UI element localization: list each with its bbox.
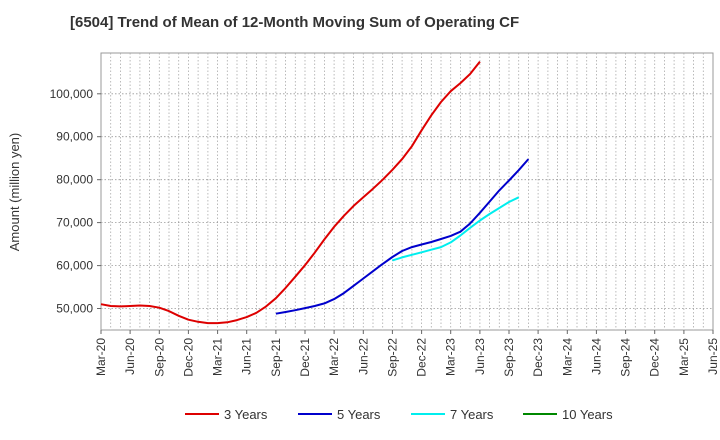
y-tick-label: 60,000	[56, 259, 93, 273]
x-tick-label: Sep-24	[619, 338, 633, 377]
y-tick-label: 100,000	[50, 87, 94, 101]
legend-label-3-years: 3 Years	[224, 407, 268, 422]
x-tick-label: Jun-25	[706, 338, 720, 375]
grid-lines	[101, 53, 713, 330]
series-line-7-years	[392, 196, 520, 262]
x-tick-label: Dec-22	[415, 338, 429, 377]
x-tick-label: Dec-21	[298, 338, 312, 377]
y-axis-label: Amount (million yen)	[7, 133, 22, 252]
x-tick-label: Mar-24	[560, 338, 574, 376]
x-tick-label: Sep-20	[152, 338, 166, 377]
x-tick-label: Mar-20	[94, 338, 108, 376]
x-tick-label: Jun-23	[473, 338, 487, 375]
y-tick-label: 70,000	[56, 216, 93, 230]
x-tick-label: Dec-23	[531, 338, 545, 377]
x-tick-label: Sep-21	[269, 338, 283, 377]
x-tick-label: Dec-24	[648, 338, 662, 377]
x-tick-label: Sep-22	[385, 338, 399, 377]
x-tick-label: Sep-23	[502, 338, 516, 377]
series-line-5-years	[275, 158, 530, 315]
legend-label-10-years: 10 Years	[562, 407, 613, 422]
x-tick-label: Jun-24	[589, 338, 603, 375]
series-line-3-years	[100, 60, 481, 325]
legend-label-7-years: 7 Years	[450, 407, 494, 422]
legend-label-5-years: 5 Years	[337, 407, 381, 422]
x-tick-label: Mar-23	[444, 338, 458, 376]
x-tick-label: Dec-20	[181, 338, 195, 377]
x-axis-ticks: Mar-20 Jun-20 Sep-20 Dec-20 Mar-21 Jun-21 Sep-…	[94, 330, 720, 377]
x-tick-label: Jun-20	[123, 338, 137, 375]
chart-title: [6504] Trend of Mean of 12-Month Moving …	[70, 14, 519, 31]
x-tick-label: Mar-25	[677, 338, 691, 376]
x-tick-label: Mar-22	[327, 338, 341, 376]
legend: 3 Years 5 Years 7 Years 10 Years	[185, 407, 613, 422]
x-tick-label: Jun-21	[240, 338, 254, 375]
y-axis-ticks: 50,000 60,000 70,000 80,000 90,000 100,000	[50, 87, 101, 316]
x-tick-label: Mar-21	[211, 338, 225, 376]
series-lines	[100, 60, 530, 325]
x-tick-label: Jun-22	[356, 338, 370, 375]
plot-area	[100, 52, 714, 331]
y-tick-label: 90,000	[56, 130, 93, 144]
y-tick-label: 80,000	[56, 173, 93, 187]
y-tick-label: 50,000	[56, 302, 93, 316]
